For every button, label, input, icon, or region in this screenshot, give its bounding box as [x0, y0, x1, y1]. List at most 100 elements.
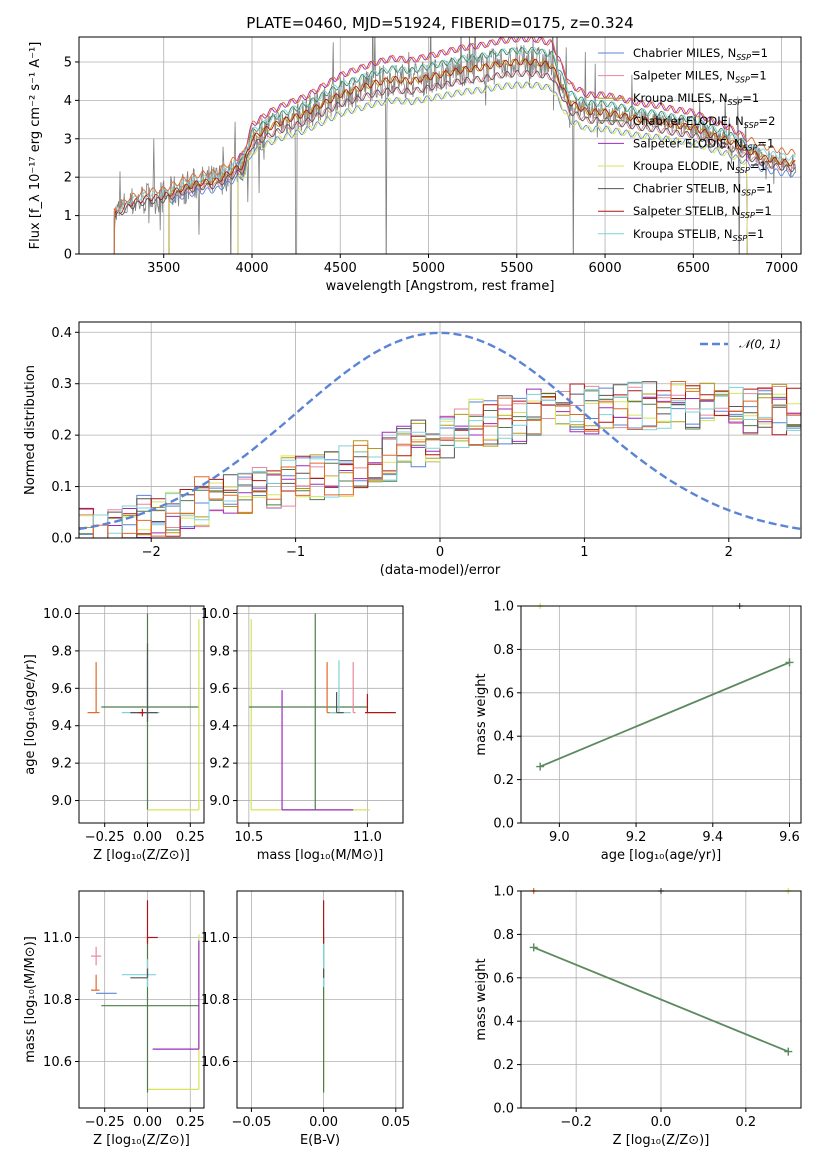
- y-tick-label: 11.0: [43, 931, 72, 946]
- y-axis-label: mass weight: [474, 673, 489, 755]
- mass-weight-marker: [784, 1047, 793, 1056]
- frame-weight_vs_age: [520, 605, 802, 824]
- y-tick-label: 9.8: [209, 644, 230, 659]
- y-tick-label: 4: [64, 94, 72, 109]
- mass-weight-line: [533, 946, 789, 1053]
- legend-entry: Salpeter MILES, NSSP=1: [633, 69, 767, 85]
- model-spectrum-orange: [113, 37, 796, 254]
- plot-area-age_vs_Z: [87, 613, 200, 811]
- y-tick-label: 0.8: [493, 643, 514, 658]
- legend-entry: Salpeter STELIB, NSSP=1: [633, 204, 772, 220]
- x-tick-label: 0.05: [381, 1115, 410, 1130]
- legend-label: Chabrier MILES, N: [633, 46, 736, 60]
- mass-weight-marker: [785, 658, 794, 667]
- plot-area-weight_vs_age: [539, 661, 790, 768]
- y-tick-label: 10.8: [43, 993, 72, 1008]
- y-tick-label: 1: [64, 209, 72, 224]
- x-tick-label: 9.2: [626, 830, 647, 845]
- legend-value: =2: [759, 114, 776, 128]
- legend-label: Chabrier ELODIE, N: [633, 114, 744, 128]
- y-axis-label: Normed distribution: [23, 365, 38, 495]
- legend-entry: 𝒩(0, 1): [739, 337, 781, 351]
- y-tick-label: 0.4: [493, 730, 514, 745]
- x-axis-label: Z [log₁₀(Z/Z⊙)]: [93, 848, 190, 863]
- plot-area-residuals: [79, 331, 801, 538]
- y-tick-label: 0.6: [493, 686, 514, 701]
- y-tick-label: 0.3: [51, 377, 72, 392]
- x-tick-label: 4000: [235, 261, 268, 276]
- y-tick-label: 0.6: [493, 971, 514, 986]
- model-spectrum-salpeter_elodie: [237, 37, 795, 254]
- mass-weight-marker: [536, 762, 545, 771]
- legend-entry: Kroupa MILES, NSSP=1: [633, 91, 759, 107]
- y-tick-label: 10.6: [201, 1055, 230, 1070]
- x-tick-label: 11.0: [353, 830, 382, 845]
- plot-area-spectrum: [113, 37, 797, 254]
- frame-mass_vs_ebv: [236, 890, 404, 1109]
- y-tick-label: 9.0: [51, 794, 72, 809]
- y-tick-label: 10.0: [43, 607, 72, 622]
- legend-value: =1: [757, 136, 774, 150]
- model-spectrum-kroupa_miles: [168, 58, 796, 254]
- x-tick-label: 9.0: [549, 830, 570, 845]
- legend-label: Kroupa STELIB, N: [633, 227, 733, 241]
- legend-value: =1: [750, 159, 767, 173]
- y-axis-label: age [log₁₀(age/yr)]: [23, 654, 38, 775]
- legend-subscript: SSP: [735, 76, 750, 85]
- y-axis-label: mass [log₁₀(M/M⊙)]: [23, 936, 38, 1063]
- spectrum-frame: [78, 36, 802, 255]
- frame-weight_vs_Z: [520, 890, 802, 1109]
- y-tick-label: 10.6: [43, 1055, 72, 1070]
- legend-value: =1: [750, 69, 767, 83]
- legend-value: =1: [751, 46, 768, 60]
- y-tick-label: 0.4: [493, 1015, 514, 1030]
- panel-mass_vs_ebv: −0.05 0.00 0.05 10.6 10.8 11.0 E(B-V): [201, 890, 410, 1148]
- x-tick-label: 0.00: [133, 1115, 162, 1130]
- model-spectrum-salpeter_stelib: [113, 58, 796, 254]
- legend-subscript: SSP: [740, 211, 755, 220]
- legend-entry: Chabrier STELIB, NSSP=1: [633, 182, 773, 198]
- y-tick-label: 10.8: [201, 993, 230, 1008]
- panel-spectrum: 3500 4000 4500 5000 5500 6000 6500 7000 0 1 2 3 4 5 wa…: [28, 36, 802, 294]
- y-tick-label: 3: [64, 132, 72, 147]
- x-tick-label: 5500: [500, 261, 533, 276]
- y-tick-label: 11.0: [201, 931, 230, 946]
- plot-area-age_vs_mass: [248, 613, 396, 811]
- spectrum-title: PLATE=0460, MJD=51924, FIBERID=0175, z=0…: [246, 14, 633, 32]
- panel-weight_vs_Z: −0.2 0.0 0.2 0.0 0.2 0.4 0.6 0.8 1.0 Z [log₁₀(Z/Z…: [474, 885, 802, 1148]
- legend-subscript: SSP: [743, 143, 758, 152]
- y-tick-label: 9.2: [51, 757, 72, 772]
- y-tick-label: 0: [64, 248, 72, 263]
- x-axis-label: age [log₁₀(age/yr)]: [601, 848, 722, 863]
- x-tick-label: −0.2: [560, 1115, 592, 1130]
- x-tick-label: 0.25: [176, 1115, 205, 1130]
- y-tick-label: 0.1: [51, 480, 72, 495]
- model-spectrum-chabrier_miles: [168, 81, 796, 254]
- y-tick-label: 0.8: [493, 928, 514, 943]
- x-tick-label: −0.05: [232, 1115, 272, 1130]
- legend-label: Salpeter STELIB, N: [633, 204, 740, 218]
- legend-entry: Kroupa STELIB, NSSP=1: [633, 227, 764, 243]
- legend-subscript: SSP: [744, 121, 759, 130]
- legend-label: Kroupa MILES, N: [633, 91, 728, 105]
- observed-spectrum-line: [113, 37, 797, 254]
- y-tick-label: 9.0: [209, 794, 230, 809]
- mass-weight-marker: [529, 943, 538, 952]
- legend-value: =1: [747, 227, 764, 241]
- y-tick-label: 0.0: [493, 1102, 514, 1117]
- x-tick-label: −2: [142, 545, 161, 560]
- x-tick-label: 0.0: [651, 1115, 672, 1130]
- y-tick-label: 9.6: [209, 682, 230, 697]
- x-tick-label: 6000: [589, 261, 622, 276]
- x-tick-label: 1: [580, 545, 588, 560]
- y-tick-label: 10.0: [201, 607, 230, 622]
- legend-label: Chabrier STELIB, N: [633, 182, 741, 196]
- x-axis-label: Z [log₁₀(Z/Z⊙)]: [93, 1133, 190, 1148]
- residuals-frame: [78, 321, 802, 539]
- model-spectrum-chabrier_elodie: [237, 46, 795, 254]
- legend-value: =1: [756, 182, 773, 196]
- x-tick-label: 5000: [412, 261, 445, 276]
- legend-label: Salpeter ELODIE, N: [633, 136, 743, 150]
